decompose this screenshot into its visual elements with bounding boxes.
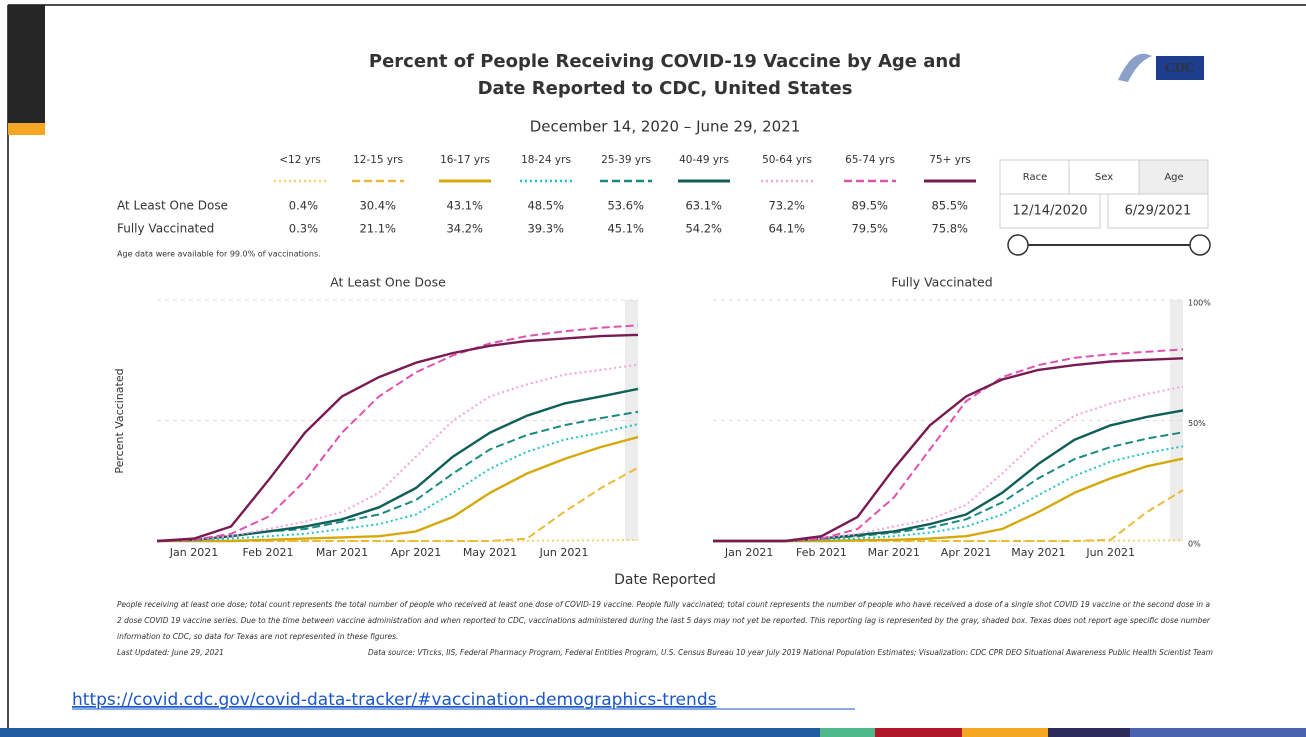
legend-label: 40-49 yrs xyxy=(679,154,729,166)
table-cell: 0.4% xyxy=(289,199,318,213)
logo-eagle xyxy=(1118,53,1152,82)
title-line: Date Reported to CDC, United States xyxy=(478,78,853,99)
subtitle: December 14, 2020 – June 29, 2021 xyxy=(530,118,801,136)
strip xyxy=(1048,728,1130,737)
chart-title: Fully Vaccinated xyxy=(891,275,992,290)
legend-label: 25-39 yrs xyxy=(601,154,651,166)
data-source: Data source: VTrcks, IIS, Federal Pharma… xyxy=(368,648,1213,657)
series-line xyxy=(157,466,639,542)
tab-label: Age xyxy=(1164,172,1183,183)
legend-label: 75+ yrs xyxy=(929,154,971,166)
row-label: At Least One Dose xyxy=(117,199,228,213)
reporting-lag-shade xyxy=(1170,300,1183,541)
y-tick-label: 100% xyxy=(1188,299,1211,308)
strip xyxy=(820,728,875,737)
x-tick-label: May 2021 xyxy=(1011,546,1065,559)
table-cell: 54.2% xyxy=(685,222,722,236)
strip xyxy=(1130,728,1306,737)
series-line xyxy=(156,410,639,542)
strip xyxy=(875,728,962,737)
table-cell: 48.5% xyxy=(527,199,564,213)
date-box xyxy=(1107,193,1209,229)
table-cell: 0.3% xyxy=(289,222,318,236)
title-line: Percent of People Receiving COVID-19 Vac… xyxy=(369,51,961,72)
legend-label: 18-24 yrs xyxy=(521,154,571,166)
legend-label: 12-15 yrs xyxy=(353,154,403,166)
tab-selected xyxy=(1138,159,1209,195)
x-tick-label: Mar 2021 xyxy=(316,546,368,559)
x-tick-label: Mar 2021 xyxy=(868,546,920,559)
table-cell: 64.1% xyxy=(768,222,805,236)
legend-label: <12 yrs xyxy=(279,154,321,166)
slider-handle[interactable] xyxy=(1007,234,1029,256)
table-cell: 45.1% xyxy=(607,222,644,236)
controls xyxy=(999,159,1211,256)
x-tick-label: Feb 2021 xyxy=(796,546,847,559)
footnote: 2 dose COVID 19 vaccine series. Due to t… xyxy=(117,616,1211,625)
cdc-logo: CDC xyxy=(1118,53,1204,82)
table-cell: 39.3% xyxy=(527,222,564,236)
x-tick-label: Jun 2021 xyxy=(539,546,589,559)
table-cell: 89.5% xyxy=(851,199,888,213)
table-note: Age data were available for 99.0% of vac… xyxy=(117,250,321,259)
x-tick-label: May 2021 xyxy=(463,546,517,559)
x-tick-label: Jun 2021 xyxy=(1085,546,1135,559)
logo-box xyxy=(1156,56,1204,80)
tab-label: Sex xyxy=(1095,172,1113,183)
legend-label: 50-64 yrs xyxy=(762,154,812,166)
date-value: 12/14/2020 xyxy=(1013,204,1088,219)
chart-title: At Least One Dose xyxy=(330,275,446,290)
y-tick-label: 50% xyxy=(1188,419,1206,428)
table-cell: 73.2% xyxy=(768,199,805,213)
table-cell: 30.4% xyxy=(359,199,396,213)
legend-label: 65-74 yrs xyxy=(845,154,895,166)
series-line xyxy=(156,324,639,542)
legend-label: 16-17 yrs xyxy=(440,154,490,166)
x-tick-label: Jan 2021 xyxy=(724,546,773,559)
table-cell: 21.1% xyxy=(359,222,396,236)
x-tick-label: Jan 2021 xyxy=(169,546,218,559)
table-cell: 75.8% xyxy=(931,222,968,236)
logo-text: CDC xyxy=(1165,61,1195,76)
date-value: 6/29/2021 xyxy=(1125,204,1192,219)
x-axis-label: Date Reported xyxy=(614,572,716,588)
last-updated: Last Updated: June 29, 2021 xyxy=(117,648,224,657)
series-line xyxy=(713,385,1184,542)
series-line xyxy=(156,333,639,543)
series-line xyxy=(156,423,639,542)
table-cell: 63.1% xyxy=(685,199,722,213)
slider-handle[interactable] xyxy=(1189,234,1211,256)
series-line xyxy=(713,357,1184,543)
table-cell: 79.5% xyxy=(851,222,888,236)
table-cell: 34.2% xyxy=(446,222,483,236)
series-line xyxy=(713,445,1184,542)
tab-label: Race xyxy=(1023,172,1048,183)
series-line xyxy=(157,435,639,543)
date-box xyxy=(999,193,1101,229)
table-cell: 53.6% xyxy=(607,199,644,213)
x-tick-label: Feb 2021 xyxy=(243,546,294,559)
y-tick-label: 0% xyxy=(1188,540,1201,549)
corner-accent xyxy=(8,123,45,135)
source-link[interactable]: https://covid.cdc.gov/covid-data-tracker… xyxy=(72,690,717,710)
corner-bar xyxy=(8,5,45,123)
table-cell: 43.1% xyxy=(446,199,483,213)
table-cell: 85.5% xyxy=(931,199,968,213)
strip xyxy=(962,728,1048,737)
strip xyxy=(0,728,820,737)
series-line xyxy=(156,363,639,542)
row-label: Fully Vaccinated xyxy=(117,222,214,236)
x-tick-label: Apr 2021 xyxy=(941,546,992,559)
x-tick-label: Apr 2021 xyxy=(391,546,442,559)
y-axis-label: Percent Vaccinated xyxy=(113,368,126,473)
footnote: information to CDC, so data for Texas ar… xyxy=(117,632,398,641)
footnote: People receiving at least one dose; tota… xyxy=(117,600,1210,609)
